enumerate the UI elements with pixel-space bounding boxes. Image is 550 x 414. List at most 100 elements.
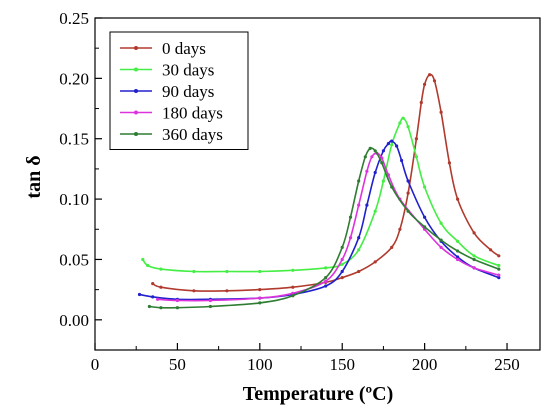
legend-marker [134,67,138,72]
data-point [324,276,328,280]
data-point [291,291,295,295]
data-point [497,276,501,280]
x-axis-title: Temperature (ºC) [243,383,393,405]
data-point [159,285,163,289]
data-point [258,301,262,305]
data-point [398,121,402,125]
data-point [381,149,385,153]
data-point [456,249,460,253]
data-point [365,169,369,173]
data-point [414,155,418,159]
data-point [428,73,432,77]
data-point [395,144,399,148]
data-point [340,257,344,262]
data-point [208,298,212,303]
legend-label: 0 days [162,39,206,58]
legend-label: 360 days [162,125,223,144]
data-point [497,273,501,277]
data-point [340,276,344,280]
x-tick-label: 50 [169,355,186,374]
data-point [398,227,402,231]
data-point [324,279,328,283]
data-point [400,158,404,163]
data-point [357,269,361,274]
legend-marker [134,89,138,93]
data-point [386,173,390,177]
data-point [291,294,295,298]
data-point [447,161,451,165]
data-point [175,298,179,303]
data-point [192,289,196,293]
legend-label: 180 days [162,104,223,123]
y-tick-label: 0.10 [59,190,89,209]
data-point [159,306,163,310]
x-tick-label: 250 [494,355,520,374]
data-point [373,149,377,153]
data-point [472,266,476,270]
data-point [472,254,476,258]
data-point [357,203,361,207]
data-point [348,215,353,219]
data-point [225,289,229,293]
data-point [386,142,390,146]
series-line-2 [139,140,500,301]
data-point [414,137,418,141]
data-point [423,225,427,229]
data-point [456,197,460,201]
data-point [357,179,361,183]
x-tick-label: 100 [247,355,273,374]
legend-marker [134,46,138,50]
data-point [340,262,344,266]
data-point [401,116,405,120]
data-point [406,125,410,129]
data-point [357,236,361,240]
data-point [146,263,150,268]
data-point [151,282,155,286]
data-point [156,297,160,301]
data-point [423,82,427,86]
data-point [291,268,295,272]
legend-marker [134,110,138,115]
legend-label: 30 days [162,61,214,80]
data-point [497,254,501,258]
data-point [324,266,328,270]
data-point [390,139,394,143]
data-point [423,185,427,189]
series-line-0 [152,73,500,292]
legend-label: 90 days [162,82,214,101]
x-tick-label: 200 [412,355,438,374]
data-point [340,245,344,249]
data-point [406,179,410,183]
y-tick-label: 0.15 [59,130,89,149]
data-point [137,292,142,297]
data-point [390,185,394,189]
x-tick-label: 150 [329,355,355,374]
data-point [390,143,394,147]
data-point [373,170,377,175]
data-point [373,260,377,264]
data-point [380,156,384,160]
data-point [380,161,384,165]
data-point [370,155,374,159]
data-point [365,203,369,207]
data-point [472,257,476,262]
legend-marker [134,132,138,136]
data-point [390,245,394,249]
data-point [456,257,460,262]
y-tick-label: 0.05 [59,250,89,269]
series-line-4 [149,147,500,309]
series-line-3 [157,152,500,302]
data-point [208,304,212,309]
data-point [423,215,427,219]
data-point [497,263,501,268]
data-point [456,255,460,259]
data-point [324,284,328,288]
data-point [472,231,476,235]
data-point [381,179,385,183]
data-point [373,209,377,213]
data-point [489,248,493,252]
data-point [439,110,443,114]
data-point [497,267,501,271]
data-point [291,285,295,289]
